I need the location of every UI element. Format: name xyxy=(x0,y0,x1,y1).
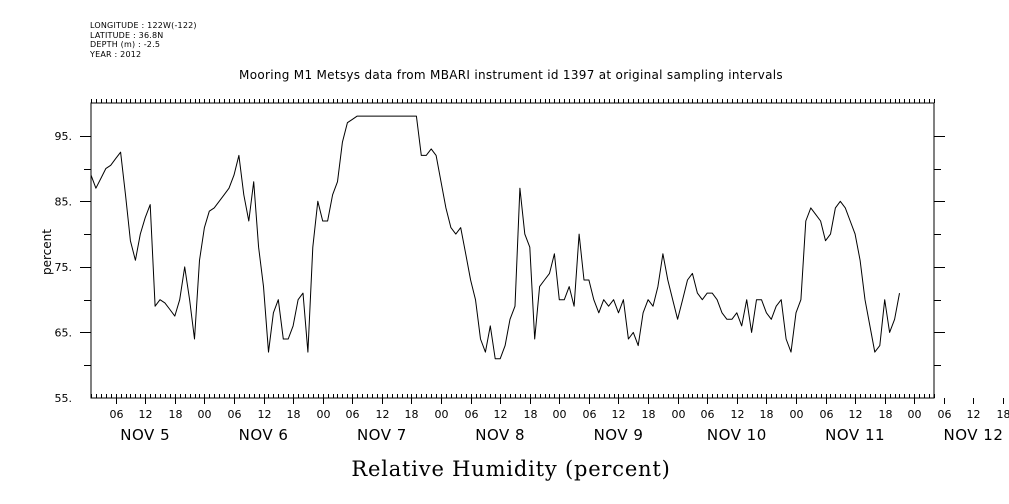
x-day-label: NOV 6 xyxy=(239,426,289,444)
x-hour-tick-label: 06 xyxy=(228,408,242,421)
x-hour-tick-label: 12 xyxy=(376,408,390,421)
y-tick-label: 75. xyxy=(55,261,73,274)
x-axis-label: Relative Humidity (percent) xyxy=(351,457,670,481)
y-tick-label: 55. xyxy=(55,392,73,405)
x-hour-tick-label: 18 xyxy=(405,408,419,421)
x-hour-tick-label: 18 xyxy=(760,408,774,421)
x-hour-tick-label: 06 xyxy=(110,408,124,421)
longitude-text: LONGITUDE : 122W(-122) xyxy=(90,21,197,30)
x-hour-tick-label: 18 xyxy=(879,408,893,421)
x-day-label: NOV 12 xyxy=(943,426,1003,444)
x-hour-tick-label: 12 xyxy=(494,408,508,421)
plot-frame xyxy=(90,102,935,399)
depth-text: DEPTH (m) : -2.5 xyxy=(90,40,161,50)
x-hour-tick-label: 06 xyxy=(701,408,715,421)
x-day-label: NOV 5 xyxy=(120,426,170,444)
x-hour-tick-label: 18 xyxy=(287,408,301,421)
x-hour-tick-label: 06 xyxy=(346,408,360,421)
year-text: YEAR : 2012 xyxy=(90,49,142,59)
x-hour-tick-label: 12 xyxy=(258,408,272,421)
x-day-label: NOV 7 xyxy=(357,426,407,444)
x-hour-tick-label: 00 xyxy=(790,408,804,421)
x-hour-tick-label: 18 xyxy=(169,408,183,421)
x-hour-tick-label: 12 xyxy=(967,408,981,421)
x-day-label: NOV 8 xyxy=(475,426,525,444)
x-hour-tick-label: 18 xyxy=(524,408,538,421)
y-tick-label: 95. xyxy=(55,130,73,143)
x-hour-tick-label: 00 xyxy=(553,408,567,421)
y-axis-label: percent xyxy=(40,229,54,275)
x-day-label: NOV 11 xyxy=(825,426,885,444)
x-hour-tick-label: 00 xyxy=(198,408,212,421)
metadata-block: LONGITUDE : 122W(-122) LATITUDE : 36.8N … xyxy=(90,21,197,59)
y-tick-label: 85. xyxy=(55,195,73,208)
x-hour-tick-label: 12 xyxy=(139,408,153,421)
y-tick-label: 65. xyxy=(55,326,73,339)
chart-title: Mooring M1 Metsys data from MBARI instru… xyxy=(239,68,783,82)
x-hour-tick-label: 00 xyxy=(435,408,449,421)
x-hour-tick-label: 00 xyxy=(317,408,331,421)
x-day-label: NOV 9 xyxy=(594,426,644,444)
x-hour-tick-label: 00 xyxy=(908,408,922,421)
x-hour-tick-label: 18 xyxy=(642,408,656,421)
x-hour-tick-label: 06 xyxy=(938,408,952,421)
x-hour-tick-label: 00 xyxy=(672,408,686,421)
x-hour-tick-label: 06 xyxy=(465,408,479,421)
x-day-label: NOV 10 xyxy=(707,426,767,444)
latitude-text: LATITUDE : 36.8N xyxy=(90,30,164,40)
x-hour-tick-label: 18 xyxy=(997,408,1009,421)
x-hour-tick-label: 06 xyxy=(820,408,834,421)
x-hour-tick-label: 06 xyxy=(583,408,597,421)
x-hour-tick-label: 12 xyxy=(849,408,863,421)
humidity-series-line xyxy=(90,115,900,360)
x-hour-tick-label: 12 xyxy=(731,408,745,421)
x-hour-tick-label: 12 xyxy=(612,408,626,421)
